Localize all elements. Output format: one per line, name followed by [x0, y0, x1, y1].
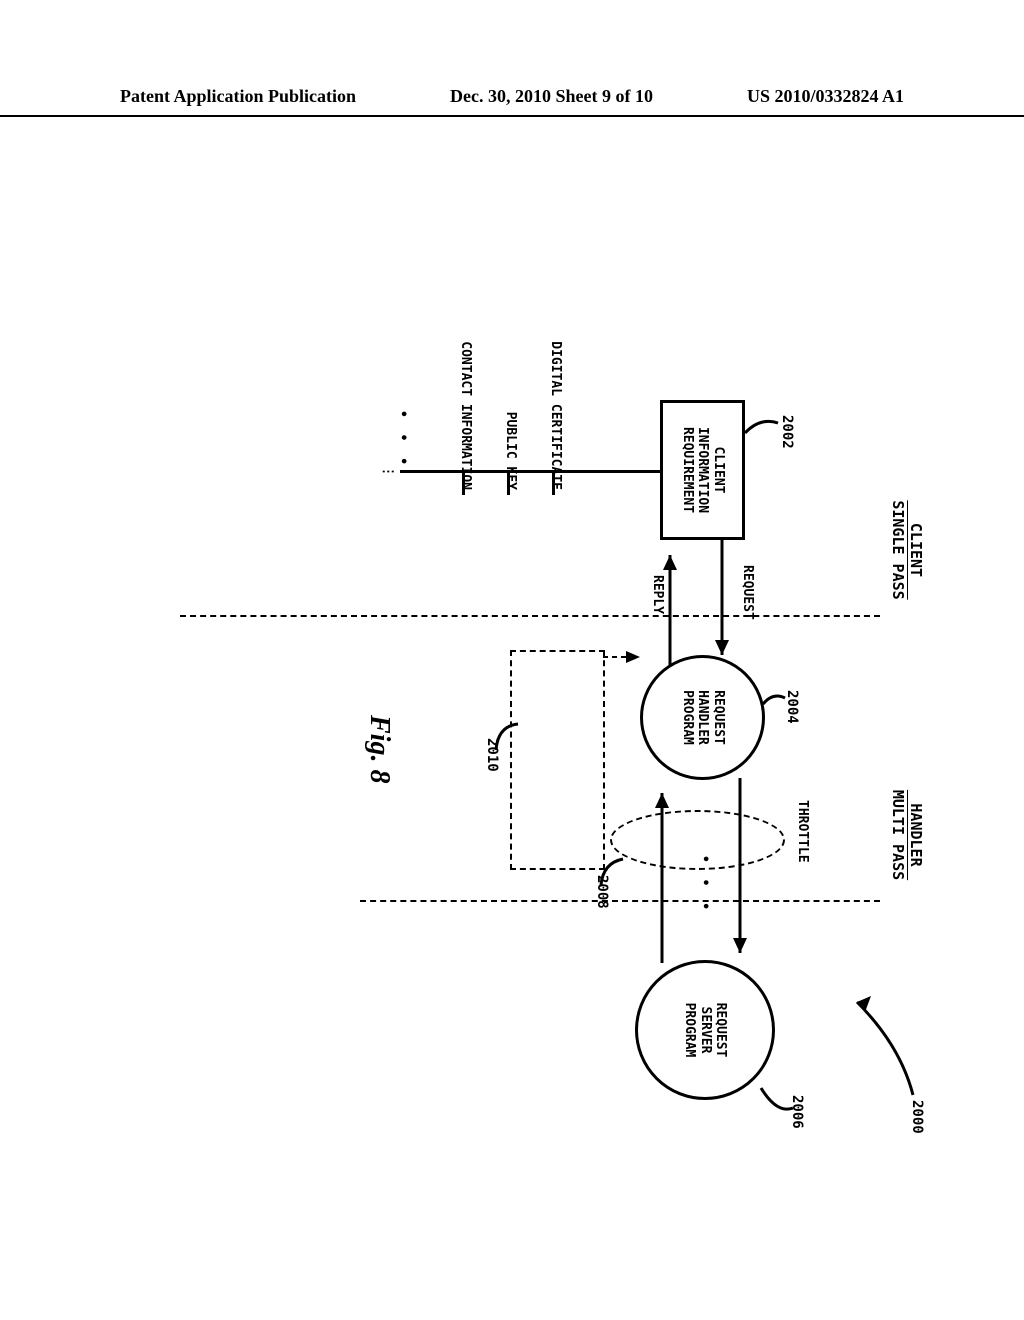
ref-2002-hook	[740, 415, 780, 455]
feedback-arrow	[598, 642, 648, 672]
ref-2004-hook	[757, 690, 787, 720]
handler-section-label: HANDLER MULTI PASS	[889, 770, 925, 900]
info-item-2: CONTACT INFORMATION	[458, 315, 473, 490]
info-tree-trunk	[400, 470, 660, 473]
client-section-label: CLIENT SINGLE PASS	[889, 490, 925, 610]
throttle-label: THROTTLE	[795, 800, 810, 863]
request-label: REQUEST	[740, 565, 755, 620]
handler-bubble: REQUEST HANDLER PROGRAM	[640, 655, 765, 780]
figure-label: Fig. 8	[363, 715, 395, 783]
request-arrow	[707, 540, 737, 670]
ref-2002: 2002	[779, 415, 795, 449]
header-left: Patent Application Publication	[120, 86, 356, 107]
info-item-1: PUBLIC KEY	[503, 315, 518, 490]
handler-top: HANDLER	[907, 770, 925, 900]
info-ellipsis-h: • • •	[395, 410, 410, 469]
client-bot: SINGLE PASS	[889, 490, 907, 610]
divider-handler-server	[360, 900, 880, 902]
page: Patent Application Publication Dec. 30, …	[0, 0, 1024, 1320]
figure-8-diagram: 2000 CLIENT SINGLE PASS HANDLER MULTI PA…	[75, 320, 895, 920]
server-to-handler-arrow	[647, 778, 677, 968]
client-top: CLIENT	[907, 490, 925, 610]
ref-2000: 2000	[909, 1100, 925, 1134]
handler-to-server-arrow	[725, 778, 755, 968]
reply-label: REPLY	[650, 575, 665, 614]
page-header: Patent Application Publication Dec. 30, …	[0, 86, 1024, 117]
divider-client-handler	[180, 615, 880, 617]
info-ellipsis-v: ⋮	[380, 465, 395, 478]
ref-2006-hook	[755, 1080, 795, 1120]
ref-2000-arrow	[845, 990, 915, 1100]
header-right: US 2010/0332824 A1	[747, 86, 904, 107]
server-bubble-label: REQUEST SERVER PROGRAM	[682, 1003, 729, 1058]
server-bubble: REQUEST SERVER PROGRAM	[635, 960, 775, 1100]
client-info-box: CLIENT INFORMATION REQUIREMENT	[660, 400, 745, 540]
handler-bubble-label: REQUEST HANDLER PROGRAM	[679, 690, 726, 745]
feedback-box	[510, 650, 605, 870]
handler-bot: MULTI PASS	[889, 770, 907, 900]
header-center: Dec. 30, 2010 Sheet 9 of 10	[450, 86, 653, 107]
info-item-0: DIGITAL CERTIFICATE	[548, 315, 563, 490]
ref-2010-hook	[490, 720, 520, 760]
throttle-ellipse	[610, 810, 785, 870]
client-info-label: CLIENT INFORMATION REQUIREMENT	[679, 427, 726, 513]
